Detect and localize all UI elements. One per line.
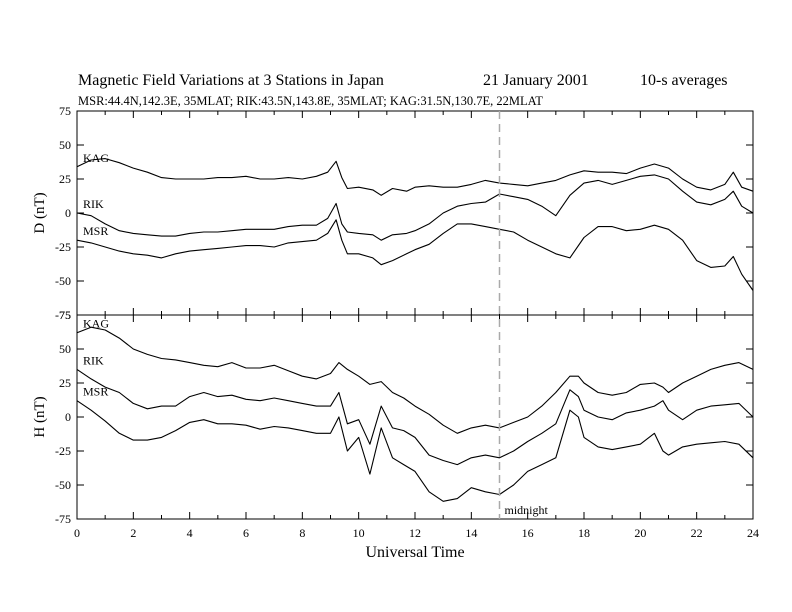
series-line-H-kag: [76, 326, 754, 434]
x-tick-label: 2: [130, 526, 136, 540]
x-tick-label: 24: [747, 526, 759, 540]
series-label-kag: KAG: [83, 317, 109, 331]
chart-title: Magnetic Field Variations at 3 Stations …: [78, 72, 384, 89]
y-tick-label: 75: [59, 104, 71, 118]
x-tick-label: 16: [522, 526, 534, 540]
series-line-D-msr: [76, 219, 754, 291]
y-tick-label: 75: [59, 308, 71, 322]
y-tick-label: 50: [59, 342, 71, 356]
series-label-msr: MSR: [83, 385, 108, 399]
x-tick-label: 18: [578, 526, 590, 540]
y-tick-label: -25: [55, 240, 71, 254]
x-tick-label: 4: [187, 526, 193, 540]
y-tick-label: 25: [59, 172, 71, 186]
y-tick-label: -25: [55, 444, 71, 458]
stations-line: MSR:44.4N,142.3E, 35MLAT; RIK:43.5N,143.…: [78, 94, 543, 108]
label-layer: 75 50 25 0 -25 -50 -75 D (nT) KAG RIK MSR 75 50 25 0 -2…: [32, 104, 759, 561]
x-tick-label: 14: [465, 526, 477, 540]
series-line-H-msr: [76, 400, 754, 502]
title-row: Magnetic Field Variations at 3 Stations …: [78, 72, 728, 144]
series-line-D-kag: [76, 158, 754, 196]
series-line-D-rik: [76, 174, 754, 241]
y-tick-label: -50: [55, 478, 71, 492]
y-tick-label: 0: [65, 206, 71, 220]
y-axis-label-H: H (nT): [32, 396, 48, 437]
series-line-H-rik: [76, 368, 754, 466]
axes-layer: [76, 110, 754, 520]
series-label-msr: MSR: [83, 224, 108, 238]
x-tick-label: 8: [299, 526, 305, 540]
series-layer: [76, 111, 754, 519]
series-label-rik: RIK: [83, 353, 104, 367]
panel-frame-H: [76, 314, 754, 520]
x-tick-label: 6: [243, 526, 249, 540]
x-tick-label: 20: [634, 526, 646, 540]
y-axis-label-D: D (nT): [32, 192, 48, 233]
chart-averaging: 10-s averages: [640, 72, 728, 89]
midnight-label: midnight: [505, 503, 549, 517]
x-axis-label: Universal Time: [365, 544, 464, 561]
chart-date: 21 January 2001: [483, 72, 589, 89]
x-tick-label: 12: [409, 526, 421, 540]
y-tick-label: -75: [55, 308, 71, 322]
y-tick-label: 0: [65, 410, 71, 424]
series-label-rik: RIK: [83, 197, 104, 211]
y-tick-label: 50: [59, 138, 71, 152]
y-tick-label: -75: [55, 512, 71, 526]
x-tick-label: 0: [74, 526, 80, 540]
panel-frame-D: [76, 110, 754, 316]
y-tick-label: 25: [59, 376, 71, 390]
y-tick-label: -50: [55, 274, 71, 288]
x-tick-label: 22: [691, 526, 703, 540]
x-tick-label: 10: [353, 526, 365, 540]
series-label-kag: KAG: [83, 151, 109, 165]
